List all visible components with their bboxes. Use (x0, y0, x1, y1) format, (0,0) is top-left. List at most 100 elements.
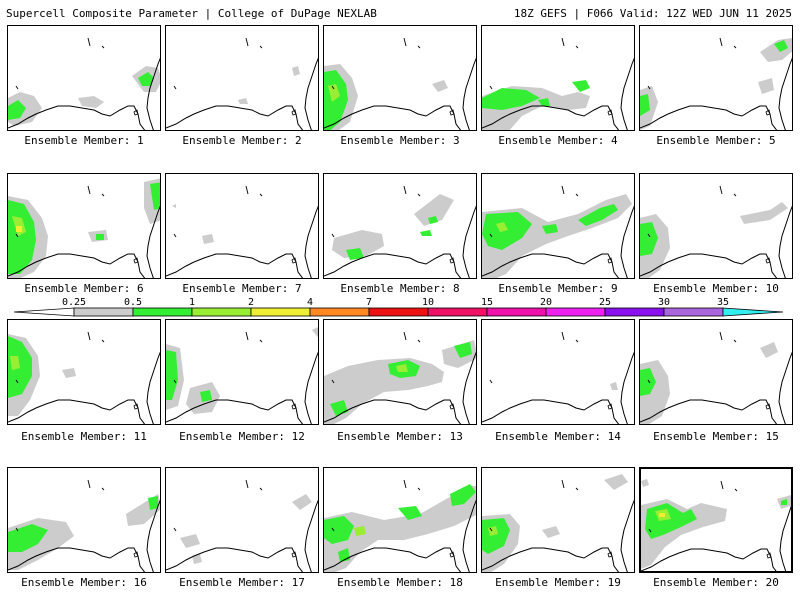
ensemble-member-label: Ensemble Member: 4 (498, 134, 618, 147)
ensemble-member-map-13[interactable] (323, 319, 477, 425)
scp-shaded-area (414, 194, 454, 226)
member-map-canvas (8, 37, 160, 130)
map-feature-line (101, 45, 105, 49)
gulf-coastline (641, 548, 777, 571)
colorbar-segment (191, 307, 252, 317)
ensemble-member-map-7[interactable] (165, 173, 319, 279)
ensemble-member-map-11[interactable] (7, 319, 161, 425)
atlantic-coastline (146, 57, 160, 130)
map-feature-line (87, 37, 91, 47)
atlantic-coastline (462, 351, 476, 424)
scp-shaded-area (312, 327, 318, 338)
lake-outline (607, 109, 613, 116)
map-feature-line (647, 85, 651, 90)
ensemble-member-map-20[interactable] (639, 467, 793, 573)
map-feature-line (734, 488, 738, 492)
ensemble-member-label: Ensemble Member: 5 (656, 134, 776, 147)
gulf-coastline (324, 105, 462, 130)
scp-shaded-area (148, 496, 158, 510)
map-feature-line (489, 379, 493, 384)
colorbar-segment (604, 307, 665, 317)
ensemble-member-map-2[interactable] (165, 25, 319, 131)
scp-shaded-area (428, 216, 438, 224)
map-feature-line (648, 528, 652, 533)
atlantic-coastline (146, 499, 160, 572)
member-map-canvas (324, 37, 476, 130)
map-feature-line (87, 185, 91, 195)
gulf-coastline (640, 253, 778, 278)
scp-shaded-area (150, 182, 160, 210)
scp-shaded-area (354, 526, 366, 536)
ensemble-member-map-17[interactable] (165, 467, 319, 573)
map-feature-line (259, 339, 263, 343)
atlantic-coastline (146, 205, 160, 278)
scp-shaded-area (346, 248, 364, 260)
scp-shaded-area (96, 234, 104, 240)
ensemble-member-label: Ensemble Member: 15 (653, 430, 779, 443)
ensemble-member-map-4[interactable] (481, 25, 635, 131)
gulf-coastline (166, 105, 304, 130)
ensemble-member-map-1[interactable] (7, 25, 161, 131)
colorbar-segment (545, 307, 606, 317)
scp-shaded-area (324, 486, 476, 572)
scp-shaded-area (482, 518, 510, 554)
map-feature-line (733, 339, 737, 343)
map-feature-line (173, 233, 177, 238)
ensemble-member-label: Ensemble Member: 19 (495, 576, 621, 589)
lake-outline (765, 403, 771, 410)
ensemble-member-map-3[interactable] (323, 25, 477, 131)
ensemble-member-map-14[interactable] (481, 319, 635, 425)
ensemble-member-map-8[interactable] (323, 173, 477, 279)
colorbar-segment (427, 307, 488, 317)
scp-shaded-area (610, 382, 618, 390)
scp-shaded-area (758, 78, 774, 94)
map-feature-line (245, 479, 249, 489)
map-feature-line (575, 487, 579, 491)
colorbar-segment (73, 307, 134, 317)
ensemble-member-label: Ensemble Member: 16 (21, 576, 147, 589)
map-feature-line (173, 527, 177, 532)
lake-outline (291, 257, 297, 264)
ensemble-member-map-19[interactable] (481, 467, 635, 573)
scp-shaded-area (640, 222, 658, 256)
ensemble-member-map-9[interactable] (481, 173, 635, 279)
map-feature-line (733, 193, 737, 197)
ensemble-member-map-6[interactable] (7, 173, 161, 279)
ensemble-member-label: Ensemble Member: 12 (179, 430, 305, 443)
colorbar-high-end (722, 307, 784, 317)
scp-shaded-area (8, 100, 26, 120)
scp-shaded-area (496, 222, 508, 232)
scp-shaded-area (202, 234, 214, 244)
gulf-coastline (8, 399, 146, 424)
colorbar-tick-label: 2 (248, 297, 254, 308)
scp-shaded-area (10, 356, 20, 370)
scp-shaded-area (640, 368, 656, 396)
scp-shaded-area (332, 230, 384, 258)
lake-outline (449, 403, 455, 410)
map-feature-line (15, 85, 19, 90)
scp-shaded-area (640, 94, 650, 116)
map-feature-line (561, 37, 565, 47)
scp-shaded-area (454, 342, 472, 358)
atlantic-coastline (462, 205, 476, 278)
lake-outline (607, 403, 613, 410)
lake-outline (607, 551, 613, 558)
ensemble-member-map-15[interactable] (639, 319, 793, 425)
ensemble-member-map-18[interactable] (323, 467, 477, 573)
ensemble-member-map-5[interactable] (639, 25, 793, 131)
ensemble-member-map-10[interactable] (639, 173, 793, 279)
atlantic-coastline (304, 205, 318, 278)
lake-outline (765, 257, 771, 264)
map-feature-line (417, 193, 421, 197)
scp-shaded-area (760, 38, 792, 62)
map-feature-line (417, 339, 421, 343)
ensemble-member-map-12[interactable] (165, 319, 319, 425)
ensemble-member-map-16[interactable] (7, 467, 161, 573)
map-feature-line (245, 37, 249, 47)
atlantic-coastline (462, 499, 476, 572)
ensemble-member-label: Ensemble Member: 6 (24, 282, 144, 295)
member-map-canvas (8, 178, 160, 278)
lake-outline (133, 551, 139, 558)
scp-shaded-area (328, 84, 340, 102)
map-feature-line (331, 379, 335, 384)
